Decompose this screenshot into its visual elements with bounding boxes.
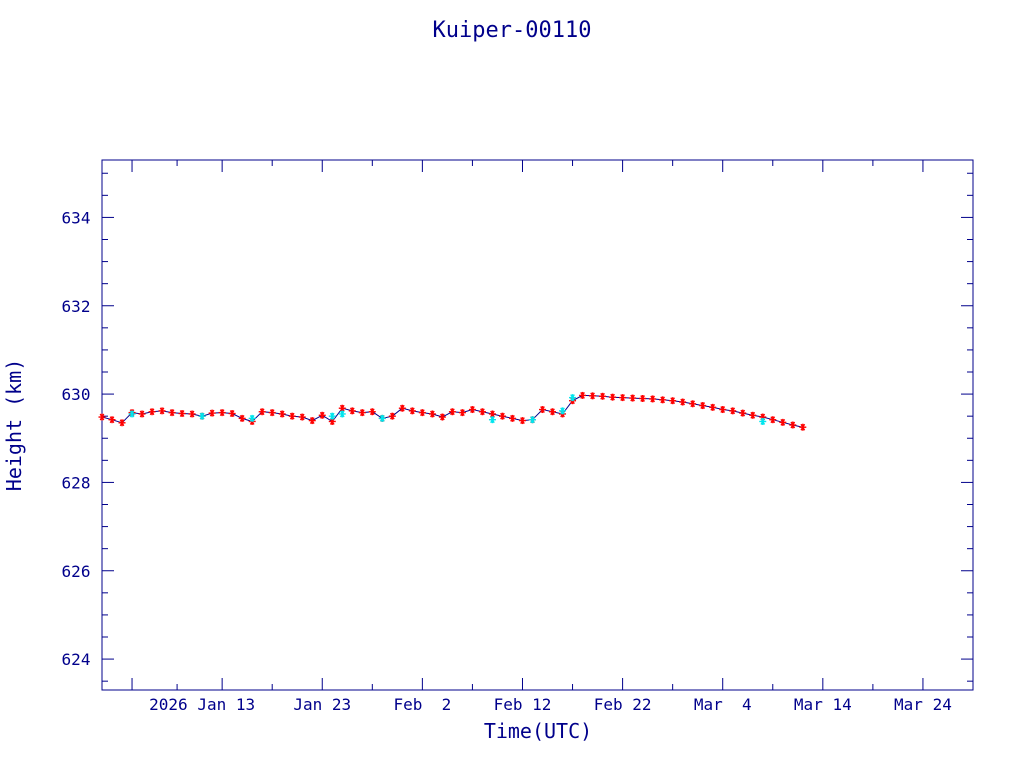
series-layer [98, 391, 807, 431]
y-tick-label: 628 [62, 473, 91, 492]
data-point [579, 391, 587, 399]
plot-frame [101, 159, 974, 691]
x-tick-label: Mar 14 [794, 695, 852, 714]
data-point [238, 414, 246, 422]
chart-title: Kuiper-00110 [433, 18, 592, 43]
x-tick-label: Mar 4 [694, 695, 752, 714]
data-point [388, 412, 396, 420]
data-point [759, 417, 767, 425]
data-point [599, 392, 607, 400]
data-point [458, 409, 466, 417]
data-point [739, 409, 747, 417]
data-point [679, 398, 687, 406]
data-point [468, 406, 476, 414]
data-point [549, 408, 557, 416]
x-tick-label: 2026 Jan 13 [149, 695, 255, 714]
data-point [248, 414, 256, 422]
x-tick-label: Mar 24 [894, 695, 952, 714]
data-point [298, 413, 306, 421]
data-point [158, 407, 166, 415]
data-point [749, 411, 757, 419]
data-point [639, 395, 647, 402]
data-point [208, 409, 216, 417]
data-point [128, 410, 136, 418]
x-axis-title: Time(UTC) [484, 719, 592, 743]
y-tick-label: 632 [62, 297, 91, 316]
y-axis-ticks [102, 172, 973, 682]
data-point [98, 413, 106, 421]
data-point [799, 423, 807, 431]
data-point [138, 410, 146, 418]
data-point [368, 408, 376, 416]
data-point [619, 394, 627, 402]
data-point [168, 409, 176, 417]
data-point [318, 411, 326, 419]
data-point [589, 392, 597, 400]
data-point [348, 407, 356, 415]
y-axis-title: Height (km) [2, 359, 26, 491]
data-point [258, 408, 266, 416]
data-point [118, 419, 126, 427]
data-point [398, 404, 406, 412]
data-point [408, 407, 416, 415]
x-tick-label: Feb 2 [393, 695, 451, 714]
data-point [769, 416, 777, 424]
x-tick-label: Feb 22 [594, 695, 652, 714]
data-point [428, 410, 436, 418]
data-point [498, 412, 506, 420]
data-point [358, 409, 366, 417]
data-point [448, 408, 456, 416]
data-point [308, 417, 316, 425]
data-point [709, 403, 717, 411]
data-point [689, 400, 697, 408]
y-tick-label: 630 [62, 385, 91, 404]
data-point [508, 414, 516, 422]
data-point [328, 412, 336, 420]
data-point [108, 416, 116, 424]
y-axis-tick-labels: 624 626 628 630 632 634 [62, 208, 91, 669]
data-point [268, 409, 276, 417]
data-point [198, 412, 206, 420]
data-point [528, 416, 536, 424]
data-point [779, 418, 787, 426]
data-point [559, 407, 567, 415]
data-point [478, 408, 486, 416]
x-axis-ticks [131, 160, 924, 690]
data-point [338, 410, 346, 418]
y-tick-label: 626 [62, 562, 91, 581]
y-tick-label: 634 [62, 208, 91, 227]
data-point [438, 413, 446, 421]
data-point [518, 417, 526, 425]
data-point [609, 393, 617, 401]
data-point [488, 416, 496, 424]
data-point [178, 410, 186, 418]
data-point [539, 406, 547, 414]
data-point [719, 406, 727, 414]
data-point [188, 410, 196, 418]
data-point [569, 394, 577, 402]
data-point [228, 410, 236, 418]
data-point [418, 409, 426, 417]
data-point [669, 397, 677, 405]
data-point [218, 409, 226, 417]
data-point [699, 402, 707, 410]
data-point [338, 404, 346, 412]
data-point [729, 407, 737, 415]
data-point [659, 396, 667, 404]
data-point [629, 394, 637, 402]
data-point [649, 395, 657, 403]
x-axis-tick-labels: 2026 Jan 13 Jan 23 Feb 2 Feb 12 Feb 22 Mar 4 M… [149, 695, 952, 714]
x-tick-label: Feb 12 [494, 695, 552, 714]
y-tick-label: 624 [62, 650, 91, 669]
data-point [789, 421, 797, 429]
data-point [148, 408, 156, 416]
data-point [288, 412, 296, 420]
x-tick-label: Jan 23 [293, 695, 351, 714]
data-point [378, 414, 386, 422]
data-point [278, 410, 286, 418]
